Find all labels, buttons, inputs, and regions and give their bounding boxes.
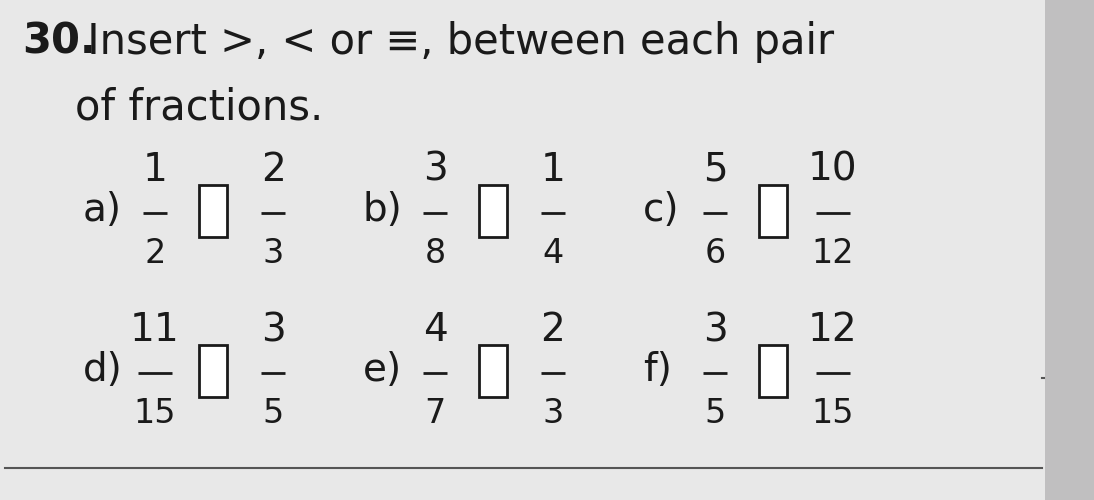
Text: 1: 1 xyxy=(540,151,566,189)
Text: 5: 5 xyxy=(702,151,728,189)
Text: 7: 7 xyxy=(424,397,445,430)
Text: 8: 8 xyxy=(424,237,445,270)
Text: 2: 2 xyxy=(540,311,566,349)
Text: 3: 3 xyxy=(702,311,728,349)
Text: f): f) xyxy=(643,351,672,389)
Text: 4: 4 xyxy=(543,237,563,270)
Text: e): e) xyxy=(363,351,403,389)
Text: 15: 15 xyxy=(133,397,176,430)
Bar xyxy=(1045,0,1094,500)
Bar xyxy=(199,345,226,397)
Text: 3: 3 xyxy=(422,151,447,189)
Bar xyxy=(199,185,226,237)
Text: 3: 3 xyxy=(260,311,286,349)
Text: of fractions.: of fractions. xyxy=(22,87,323,129)
Text: b): b) xyxy=(363,191,403,229)
Text: 10: 10 xyxy=(808,151,858,189)
Text: c): c) xyxy=(643,191,679,229)
Text: 11: 11 xyxy=(130,311,179,349)
Text: 3: 3 xyxy=(263,237,283,270)
Bar xyxy=(479,345,507,397)
Bar xyxy=(759,345,787,397)
Text: Insert >, < or ≡, between each pair: Insert >, < or ≡, between each pair xyxy=(74,21,834,63)
Text: 4: 4 xyxy=(422,311,447,349)
Text: 2: 2 xyxy=(144,237,165,270)
Text: 30.: 30. xyxy=(22,21,96,63)
Text: a): a) xyxy=(83,191,123,229)
Text: 12: 12 xyxy=(812,237,854,270)
Bar xyxy=(759,185,787,237)
Bar xyxy=(479,185,507,237)
Text: 5: 5 xyxy=(263,397,283,430)
Text: 2: 2 xyxy=(260,151,286,189)
Text: d): d) xyxy=(83,351,123,389)
Text: 6: 6 xyxy=(705,237,725,270)
Text: 15: 15 xyxy=(812,397,854,430)
Text: 3: 3 xyxy=(543,397,563,430)
Text: 1: 1 xyxy=(142,151,167,189)
Text: 5: 5 xyxy=(705,397,725,430)
Text: 12: 12 xyxy=(808,311,858,349)
